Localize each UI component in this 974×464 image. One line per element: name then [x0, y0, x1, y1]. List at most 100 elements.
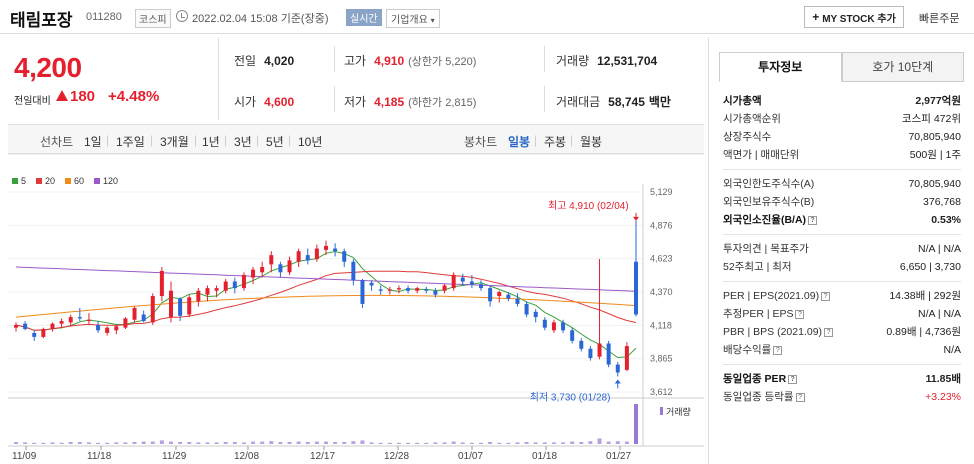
quick-order-link[interactable]: 빠른주문 — [919, 13, 960, 25]
clock-icon — [176, 10, 188, 22]
period-1y[interactable]: 1년 — [202, 135, 220, 149]
help-icon[interactable]: ? — [824, 327, 834, 337]
plus-icon: + — [812, 10, 820, 24]
row-divider — [723, 281, 961, 282]
mystock-add-button[interactable]: + MY STOCK 추가 — [804, 6, 904, 28]
candle-body — [196, 290, 201, 302]
candle-body — [132, 307, 137, 320]
candle-monthly[interactable]: 월봉 — [580, 135, 603, 149]
info-value: +3.23% — [925, 391, 961, 403]
candle-body — [451, 274, 456, 289]
realtime-badge[interactable]: 실시간 — [346, 9, 382, 26]
candle-body — [86, 319, 91, 322]
candle-body — [105, 327, 110, 333]
volume-bar — [588, 441, 593, 444]
divider — [334, 46, 335, 72]
period-10y[interactable]: 10년 — [298, 135, 323, 149]
ma-legend: 5 20 60 120 — [12, 176, 118, 186]
candle-body — [406, 288, 411, 291]
info-row: 시가총액순위 코스피 472위 — [723, 110, 961, 128]
period-1d[interactable]: 1일 — [84, 135, 102, 149]
timestamp: 2022.02.04 15:08 기준(장중) — [192, 13, 329, 25]
row-divider — [723, 234, 961, 235]
ma-line-20 — [15, 270, 637, 331]
price-change-pct: +4.48% — [108, 88, 160, 105]
volume-bar — [415, 442, 420, 444]
candle-body — [251, 269, 256, 278]
period-5y[interactable]: 5년 — [266, 135, 284, 149]
candle-body — [241, 274, 246, 289]
candle-body — [369, 282, 374, 286]
legend-ma20-label: 20 — [45, 176, 56, 186]
candle-daily[interactable]: 일봉 — [508, 135, 531, 149]
help-icon[interactable]: ? — [821, 291, 831, 301]
volume-bar — [50, 442, 55, 444]
tab-order-book[interactable]: 호가 10단계 — [841, 52, 964, 82]
volume-bar — [424, 442, 429, 444]
candle-body — [460, 277, 465, 282]
volume-bar — [378, 442, 383, 444]
info-value: 11.85배 — [925, 373, 961, 385]
candle-body — [551, 322, 556, 331]
candle-body — [351, 261, 356, 281]
stock-header: 태림포장 011280 코스피 2022.02.04 15:08 기준(장중) … — [0, 0, 974, 34]
separator: | — [194, 133, 198, 147]
prev-close: 전일 4,020 — [234, 52, 294, 69]
candle-body — [606, 343, 611, 365]
volume-bar — [360, 440, 365, 444]
volume-bar — [305, 442, 310, 444]
y-tick-label: 5,129 — [650, 187, 673, 197]
info-key: 액면가 | 매매단위 — [723, 149, 800, 161]
corp-info-dropdown[interactable]: 기업개요 ▾ — [386, 9, 440, 28]
low-value: 4,185 — [374, 95, 405, 109]
info-row: PBR | BPS (2021.09)? 0.89배 | 4,736원 — [723, 323, 961, 341]
y-tick-label: 4,623 — [650, 254, 673, 264]
info-value: N/A — [943, 344, 961, 356]
x-tick-label: 11/18 — [87, 451, 112, 462]
candle-body — [634, 261, 638, 315]
candle-body — [469, 281, 474, 285]
help-icon[interactable]: ? — [808, 215, 818, 225]
help-icon[interactable]: ? — [795, 309, 805, 319]
candle-body — [542, 319, 547, 328]
row-divider — [723, 364, 961, 365]
mystock-label: MY STOCK 추가 — [822, 13, 896, 25]
chevron-down-icon: ▾ — [430, 16, 435, 25]
volume-bar — [214, 442, 219, 444]
candle-body — [570, 330, 575, 341]
low-price: 저가 4,185 (하한가 2,815) — [344, 93, 476, 110]
period-3m[interactable]: 3개월 — [160, 135, 189, 149]
low-label: 저가 — [344, 95, 367, 109]
info-row: 외국인보유주식수(B) 376,768 — [723, 193, 961, 211]
info-row: 상장주식수 70,805,940 — [723, 128, 961, 146]
period-3y[interactable]: 3년 — [234, 135, 252, 149]
volume-bar — [14, 442, 18, 444]
volume-bar — [469, 442, 474, 444]
info-value: 70,805,940 — [908, 178, 961, 190]
help-icon[interactable]: ? — [788, 374, 798, 384]
x-tick-label: 12/17 — [310, 451, 335, 462]
candle-body — [123, 318, 128, 328]
info-key: PER | EPS(2021.09)? — [723, 287, 831, 305]
volume-bar — [451, 441, 456, 444]
candle-body — [223, 281, 228, 291]
volume-bar — [542, 442, 547, 444]
volume: 거래량 12,531,704 — [556, 52, 657, 69]
open-value: 4,600 — [264, 95, 295, 109]
period-1w[interactable]: 1주일 — [116, 135, 145, 149]
line-chart-button[interactable]: 선차트 — [40, 135, 74, 149]
info-value: 376,768 — [923, 196, 961, 208]
help-icon[interactable]: ? — [773, 345, 783, 355]
info-row: 동일업종 등락률? +3.23% — [723, 388, 961, 406]
info-value: 6,650 | 3,730 — [899, 261, 961, 273]
info-tabs: 투자정보 호가 10단계 — [719, 52, 964, 82]
tab-invest-info[interactable]: 투자정보 — [719, 52, 842, 82]
candle-body — [488, 288, 493, 302]
high-label: 고가 — [344, 54, 367, 68]
help-icon[interactable]: ? — [795, 392, 805, 402]
candle-weekly[interactable]: 주봉 — [544, 135, 567, 149]
high-arrow-head — [633, 216, 639, 221]
y-tick-label: 4,876 — [650, 220, 673, 230]
candle-chart-label: 봉차트 — [464, 135, 498, 149]
candle-body — [150, 296, 155, 323]
